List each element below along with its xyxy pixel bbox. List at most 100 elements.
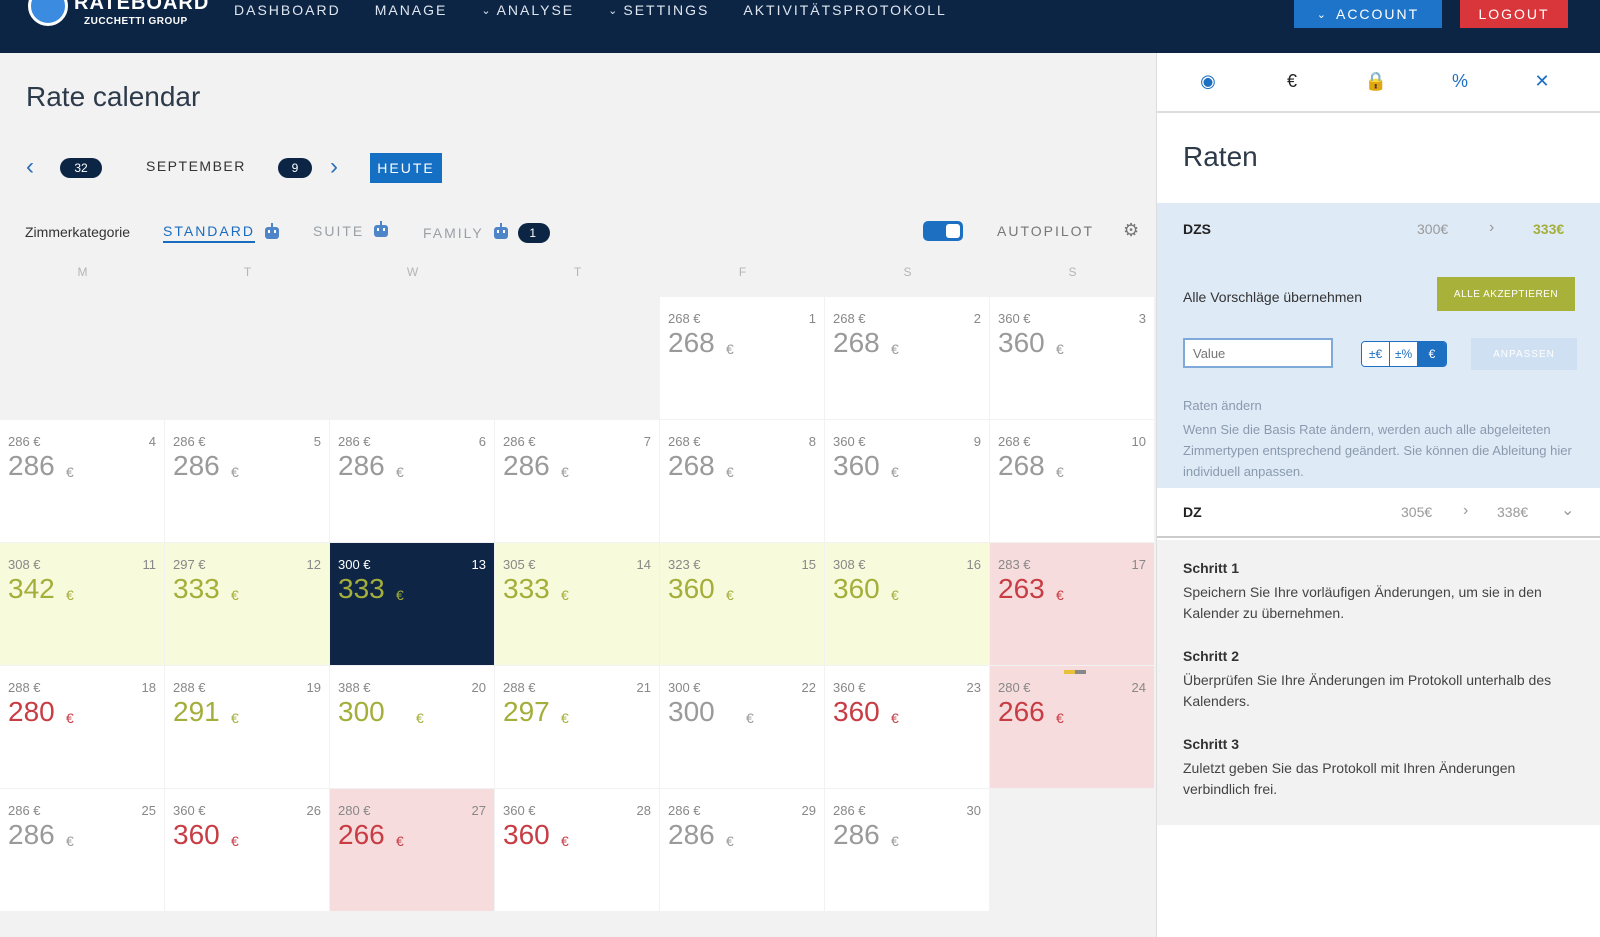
panel-title: Raten — [1183, 141, 1258, 172]
day-number: 12 — [306, 557, 321, 572]
step-3-text: Zuletzt geben Sie das Protokoll mit Ihre… — [1183, 760, 1516, 797]
step-2-title: Schritt 2 — [1183, 648, 1240, 664]
day-cell[interactable]: 308 € 11 342 € — [0, 543, 164, 665]
chevron-down-icon[interactable]: ⌄ — [1561, 502, 1575, 519]
day-cell[interactable]: 286 € 25 286 € — [0, 789, 164, 911]
currency-symbol: € — [1056, 341, 1064, 357]
rate-calendar-area: Rate calendar ‹ 32 SEPTEMBER 9 › HEUTE Z… — [0, 53, 1156, 937]
chevron-right-icon: › — [1463, 502, 1469, 519]
suggested-rate: 360 — [833, 450, 880, 481]
suggested-rate: 268 — [668, 450, 715, 481]
event-marker — [1064, 670, 1086, 674]
day-cell[interactable]: 286 € 7 286 € — [495, 420, 659, 542]
rateboard-logo[interactable]: RATEBOARD ZUCCHETTI GROUP — [28, 0, 208, 40]
mode-plus-minus-percent[interactable]: ±% — [1390, 342, 1418, 366]
step-3-title: Schritt 3 — [1183, 736, 1240, 752]
dz-rate-row[interactable]: DZ 305€ › 338€ ⌄ — [1157, 488, 1600, 538]
day-cell[interactable]: 268 € 1 268 € — [660, 297, 824, 419]
percent-icon[interactable]: % — [1451, 71, 1468, 91]
tab-standard[interactable]: STANDARD — [163, 223, 279, 243]
chevron-left-icon[interactable]: ‹ — [26, 153, 34, 180]
day-cell[interactable]: 268 € 2 268 € — [825, 297, 989, 419]
base-rate: 286 € — [338, 434, 371, 449]
accept-all-button[interactable]: ALLE AKZEPTIEREN — [1437, 277, 1575, 311]
gear-icon[interactable]: ⚙ — [1123, 220, 1140, 240]
nav-manage[interactable]: MANAGE — [375, 0, 448, 20]
day-cell[interactable]: 323 € 15 360 € — [660, 543, 824, 665]
day-cell[interactable]: 286 € 6 286 € — [330, 420, 494, 542]
day-cell[interactable]: 268 € 8 268 € — [660, 420, 824, 542]
day-cell[interactable]: 360 € 23 360 € — [825, 666, 989, 788]
day-cell[interactable]: 360 € 9 360 € — [825, 420, 989, 542]
suggested-rate: 286 — [833, 819, 880, 850]
weekday-label: T — [573, 265, 582, 279]
base-rate: 280 € — [338, 803, 371, 818]
weekday-label: S — [903, 265, 912, 279]
nav-dashboard[interactable]: DASHBOARD — [234, 0, 341, 20]
day-number: 19 — [306, 680, 321, 695]
mode-euro[interactable]: € — [1418, 342, 1446, 366]
day-cell[interactable]: 286 € 29 286 € — [660, 789, 824, 911]
day-number: 10 — [1131, 434, 1146, 449]
panel-tabs: ◉ € 🔒% ✕ — [1157, 53, 1600, 113]
suggested-rate: 268 — [998, 450, 1045, 481]
base-rate: 300 € — [338, 557, 371, 572]
day-cell[interactable]: 283 € 17 263 € — [990, 543, 1154, 665]
day-cell[interactable]: 305 € 14 333 € — [495, 543, 659, 665]
today-button[interactable]: HEUTE — [370, 153, 442, 183]
currency-symbol: € — [561, 587, 569, 603]
base-rate: 286 € — [833, 803, 866, 818]
day-cell[interactable]: 268 € 10 268 € — [990, 420, 1154, 542]
account-button[interactable]: ⌄ ACCOUNT — [1294, 0, 1442, 28]
base-rate: 388 € — [338, 680, 371, 695]
suggested-rate: 360 — [833, 696, 880, 727]
adjust-button[interactable]: ANPASSEN — [1471, 338, 1577, 370]
steps-block: Schritt 1 Speichern Sie Ihre vorläufigen… — [1157, 540, 1600, 825]
day-cell[interactable]: 280 € 27 266 € — [330, 789, 494, 911]
close-icon[interactable]: ✕ — [1534, 71, 1550, 91]
day-cell[interactable]: 360 € 26 360 € — [165, 789, 329, 911]
step-1-text: Speichern Sie Ihre vorläufigen Änderunge… — [1183, 584, 1542, 621]
day-cell[interactable]: 286 € 5 286 € — [165, 420, 329, 542]
base-rate: 286 € — [8, 434, 41, 449]
lock-icon[interactable]: 🔒 — [1364, 71, 1388, 91]
currency-symbol: € — [396, 833, 404, 849]
mode-plus-minus-euro[interactable]: ±€ — [1362, 342, 1390, 366]
tab-family[interactable]: FAMILY 1 — [423, 223, 550, 243]
suggested-rate: 360 — [668, 573, 715, 604]
autopilot-label: AUTOPILOT — [997, 223, 1095, 239]
nav-label: SETTINGS — [623, 2, 710, 18]
day-cell[interactable]: 288 € 18 280 € — [0, 666, 164, 788]
day-cell[interactable]: 288 € 19 291 € — [165, 666, 329, 788]
autopilot-toggle[interactable] — [923, 221, 963, 241]
weekday-label: S — [1068, 265, 1077, 279]
day-cell[interactable]: 280 € 24 266 € — [990, 666, 1154, 788]
base-rate: 305 € — [503, 557, 536, 572]
day-cell[interactable]: 360 € 3 360 € — [990, 297, 1154, 419]
day-number: 16 — [966, 557, 981, 572]
nav-settings[interactable]: ⌄ SETTINGS — [608, 0, 709, 20]
tab-suite[interactable]: SUITE — [313, 221, 389, 239]
day-cell[interactable]: 308 € 16 360 € — [825, 543, 989, 665]
chevron-right-icon[interactable]: › — [330, 153, 338, 180]
day-cell[interactable]: 297 € 12 333 € — [165, 543, 329, 665]
day-cell[interactable]: 300 € 13 333 € — [330, 543, 494, 665]
eye-icon[interactable]: ◉ — [1200, 71, 1216, 91]
day-cell[interactable]: 288 € 21 297 € — [495, 666, 659, 788]
suggested-rate: 286 — [668, 819, 715, 850]
euro-icon[interactable]: € — [1286, 71, 1297, 91]
next-count-badge: 9 — [278, 158, 312, 178]
day-cell[interactable]: 388 € 20 300 € — [330, 666, 494, 788]
day-cell[interactable]: 286 € 30 286 € — [825, 789, 989, 911]
nav-analyse[interactable]: ⌄ ANALYSE — [481, 0, 574, 20]
currency-symbol: € — [891, 341, 899, 357]
value-input[interactable] — [1183, 338, 1333, 368]
top-navigation-bar: RATEBOARD ZUCCHETTI GROUP DASHBOARD MANAG… — [0, 0, 1600, 53]
nav-aktivitätsprotokoll[interactable]: AKTIVITÄTSPROTOKOLL — [743, 0, 946, 20]
day-cell[interactable]: 286 € 4 286 € — [0, 420, 164, 542]
day-cell[interactable]: 300 € 22 300 € — [660, 666, 824, 788]
day-cell[interactable]: 360 € 28 360 € — [495, 789, 659, 911]
chevron-down-icon: ⌄ — [608, 4, 620, 17]
logout-button[interactable]: LOGOUT — [1460, 0, 1568, 28]
